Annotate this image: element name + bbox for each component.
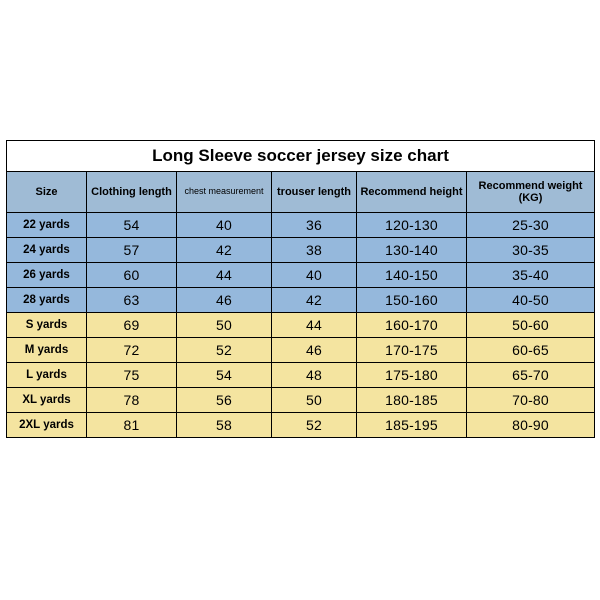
value-cell: 50 bbox=[177, 313, 272, 338]
value-cell: 36 bbox=[272, 213, 357, 238]
value-cell: 120-130 bbox=[357, 213, 467, 238]
size-cell: 24 yards bbox=[7, 238, 87, 263]
table-row: M yards725246170-17560-65 bbox=[7, 338, 595, 363]
value-cell: 175-180 bbox=[357, 363, 467, 388]
value-cell: 140-150 bbox=[357, 263, 467, 288]
value-cell: 60-65 bbox=[467, 338, 595, 363]
title-row: Long Sleeve soccer jersey size chart bbox=[7, 141, 595, 172]
table-row: L yards755448175-18065-70 bbox=[7, 363, 595, 388]
chart-title: Long Sleeve soccer jersey size chart bbox=[7, 141, 595, 172]
value-cell: 63 bbox=[87, 288, 177, 313]
col-size: Size bbox=[7, 172, 87, 213]
col-chest-measurement: chest measurement bbox=[177, 172, 272, 213]
size-chart: Long Sleeve soccer jersey size chart Siz… bbox=[6, 140, 594, 438]
table-row: 28 yards634642150-16040-50 bbox=[7, 288, 595, 313]
table-row: 22 yards544036120-13025-30 bbox=[7, 213, 595, 238]
size-cell: 22 yards bbox=[7, 213, 87, 238]
value-cell: 75 bbox=[87, 363, 177, 388]
value-cell: 44 bbox=[177, 263, 272, 288]
table-row: 2XL yards815852185-19580-90 bbox=[7, 413, 595, 438]
size-cell: S yards bbox=[7, 313, 87, 338]
value-cell: 46 bbox=[272, 338, 357, 363]
value-cell: 160-170 bbox=[357, 313, 467, 338]
header-row: Size Clothing length chest measurement t… bbox=[7, 172, 595, 213]
col-trouser-length: trouser length bbox=[272, 172, 357, 213]
value-cell: 54 bbox=[177, 363, 272, 388]
col-clothing-length: Clothing length bbox=[87, 172, 177, 213]
value-cell: 54 bbox=[87, 213, 177, 238]
value-cell: 40 bbox=[272, 263, 357, 288]
value-cell: 50-60 bbox=[467, 313, 595, 338]
size-table: Long Sleeve soccer jersey size chart Siz… bbox=[6, 140, 595, 438]
value-cell: 81 bbox=[87, 413, 177, 438]
value-cell: 70-80 bbox=[467, 388, 595, 413]
value-cell: 48 bbox=[272, 363, 357, 388]
table-row: S yards695044160-17050-60 bbox=[7, 313, 595, 338]
size-cell: M yards bbox=[7, 338, 87, 363]
value-cell: 72 bbox=[87, 338, 177, 363]
value-cell: 60 bbox=[87, 263, 177, 288]
value-cell: 58 bbox=[177, 413, 272, 438]
value-cell: 80-90 bbox=[467, 413, 595, 438]
value-cell: 42 bbox=[177, 238, 272, 263]
value-cell: 52 bbox=[272, 413, 357, 438]
value-cell: 185-195 bbox=[357, 413, 467, 438]
value-cell: 180-185 bbox=[357, 388, 467, 413]
value-cell: 38 bbox=[272, 238, 357, 263]
value-cell: 44 bbox=[272, 313, 357, 338]
value-cell: 56 bbox=[177, 388, 272, 413]
value-cell: 65-70 bbox=[467, 363, 595, 388]
value-cell: 130-140 bbox=[357, 238, 467, 263]
value-cell: 46 bbox=[177, 288, 272, 313]
size-cell: 26 yards bbox=[7, 263, 87, 288]
value-cell: 150-160 bbox=[357, 288, 467, 313]
value-cell: 78 bbox=[87, 388, 177, 413]
value-cell: 35-40 bbox=[467, 263, 595, 288]
size-cell: L yards bbox=[7, 363, 87, 388]
value-cell: 57 bbox=[87, 238, 177, 263]
value-cell: 69 bbox=[87, 313, 177, 338]
size-cell: XL yards bbox=[7, 388, 87, 413]
size-cell: 2XL yards bbox=[7, 413, 87, 438]
table-row: XL yards785650180-18570-80 bbox=[7, 388, 595, 413]
value-cell: 52 bbox=[177, 338, 272, 363]
table-row: 26 yards604440140-15035-40 bbox=[7, 263, 595, 288]
value-cell: 30-35 bbox=[467, 238, 595, 263]
col-recommend-weight: Recommend weight (KG) bbox=[467, 172, 595, 213]
value-cell: 25-30 bbox=[467, 213, 595, 238]
value-cell: 50 bbox=[272, 388, 357, 413]
size-cell: 28 yards bbox=[7, 288, 87, 313]
size-chart-container: Long Sleeve soccer jersey size chart Siz… bbox=[0, 0, 600, 600]
value-cell: 42 bbox=[272, 288, 357, 313]
value-cell: 40 bbox=[177, 213, 272, 238]
table-row: 24 yards574238130-14030-35 bbox=[7, 238, 595, 263]
value-cell: 40-50 bbox=[467, 288, 595, 313]
value-cell: 170-175 bbox=[357, 338, 467, 363]
col-recommend-height: Recommend height bbox=[357, 172, 467, 213]
